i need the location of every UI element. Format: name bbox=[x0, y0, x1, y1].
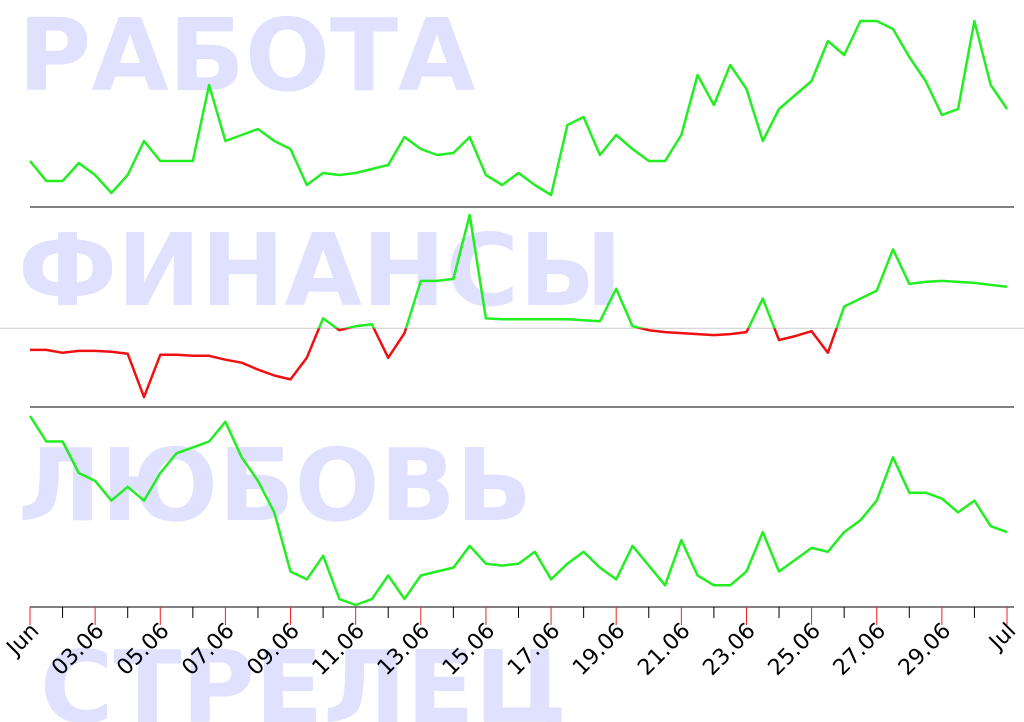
sign-title: СТРЕЛЕЦ bbox=[40, 629, 567, 722]
panel-title: ФИНАНСЫ bbox=[18, 212, 623, 329]
x-tick-label: 29.06 bbox=[894, 619, 956, 681]
x-tick-label: 23.06 bbox=[698, 619, 760, 681]
line bbox=[28, 415, 1008, 607]
x-tick-label: 21.06 bbox=[633, 619, 695, 681]
x-tick-label: Jul bbox=[983, 619, 1021, 657]
panel-title: РАБОТА bbox=[18, 0, 476, 114]
x-tick-label: Jun bbox=[1, 619, 44, 662]
line-negative bbox=[30, 328, 838, 399]
x-tick-label: 25.06 bbox=[764, 619, 826, 681]
x-tick-label: 19.06 bbox=[568, 619, 630, 681]
line bbox=[29, 19, 1009, 197]
line-positive bbox=[317, 213, 1008, 329]
x-tick-label: 27.06 bbox=[829, 619, 891, 681]
panel-title: ЛЮБОВЬ bbox=[18, 427, 532, 544]
